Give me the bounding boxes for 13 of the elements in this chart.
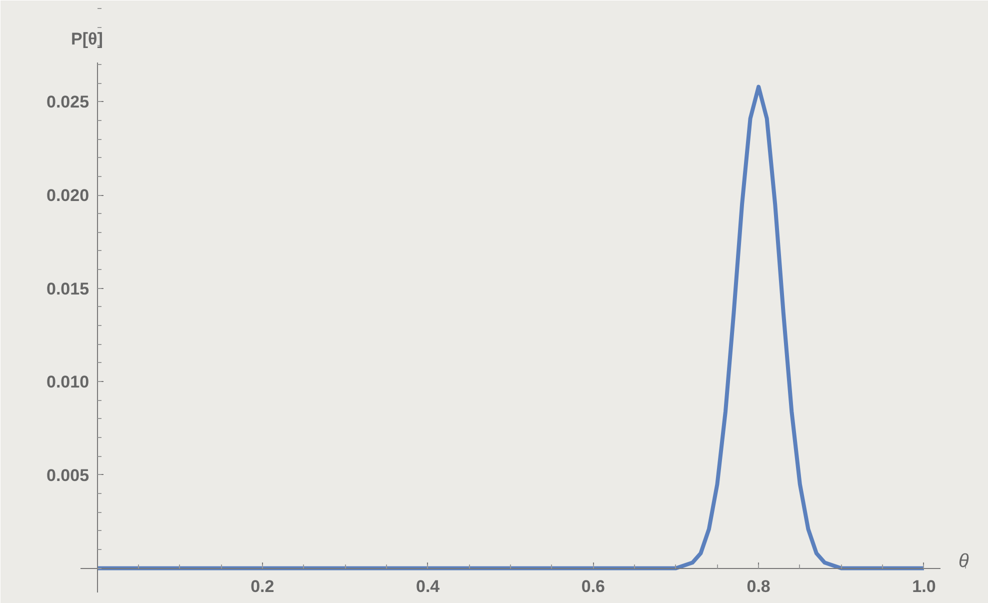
- line-series: [95, 84, 926, 570]
- y-tick-label: 0.005: [46, 466, 90, 485]
- y-tick-label: 0.010: [46, 372, 90, 392]
- x-tick-label: 0.2: [250, 577, 274, 596]
- x-tick-label: 0.4: [416, 577, 440, 596]
- y-tick-label: 0.025: [46, 92, 90, 112]
- x-tick-label: 1.0: [912, 577, 936, 596]
- y-axis-title: P[θ]: [71, 30, 103, 48]
- y-tick-label: 0.020: [46, 186, 90, 205]
- x-tick-label: 0.6: [581, 577, 606, 596]
- x-tick-label: 0.8: [746, 577, 770, 596]
- y-tick-label: 0.015: [46, 279, 90, 298]
- x-axis-title: θ: [958, 551, 970, 572]
